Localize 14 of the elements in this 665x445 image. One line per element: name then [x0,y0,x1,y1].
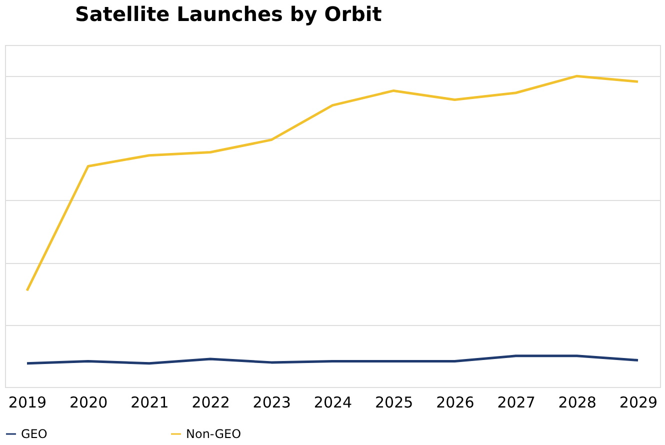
x-tick-label: 2025 [375,394,414,412]
x-tick-label: 2029 [619,394,658,412]
x-tick-label: 2026 [436,394,474,412]
x-tick-label: 2019 [8,394,47,412]
x-tick-label: 2022 [192,394,230,412]
x-tick-label: 2027 [497,394,536,412]
legend-label: Non-GEO [186,427,242,441]
x-tick-label: 2024 [314,394,352,412]
x-tick-label: 2028 [558,394,596,412]
x-tick-label: 2020 [70,394,108,412]
legend-label: GEO [21,427,48,441]
x-tick-label: 2021 [130,394,169,412]
chart-title: Satellite Launches by Orbit [75,2,382,26]
x-tick-label: 2023 [252,394,291,412]
